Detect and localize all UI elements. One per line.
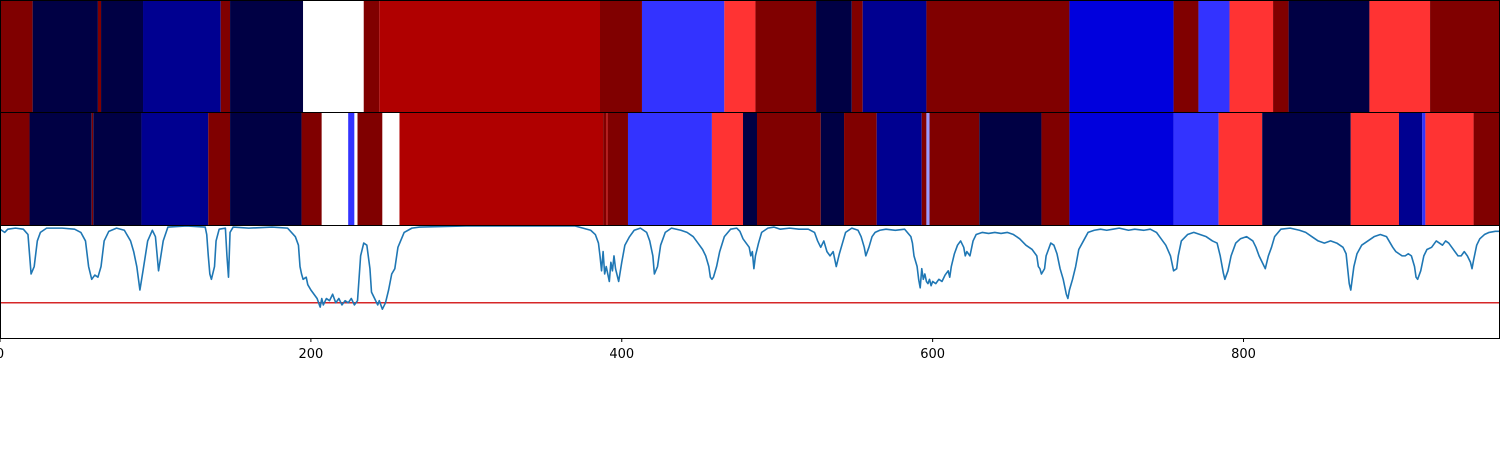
heatmap-top-segment-6 <box>230 1 304 112</box>
heatmap-middle-segment-28 <box>1041 113 1070 225</box>
heatmap-top-segment-12 <box>724 1 756 112</box>
x-tick-label-0: 0 <box>0 347 4 362</box>
heatmap-middle-segment-16 <box>607 113 628 225</box>
heatmap-middle-segment-26 <box>929 113 980 225</box>
heatmap-top-segment-14 <box>816 1 852 112</box>
heatmap-middle-segment-35 <box>1422 113 1426 225</box>
x-axis: 0 200 400 600 800 <box>0 338 1256 362</box>
heatmap-middle-segment-1 <box>29 113 92 225</box>
heatmap-middle-segment-25 <box>926 113 930 225</box>
heatmap-middle-segment-29 <box>1069 113 1174 225</box>
heatmap-middle-segment-15 <box>606 113 608 225</box>
heatmap-middle-segment-22 <box>844 113 877 225</box>
heatmap-top-segment-15 <box>851 1 863 112</box>
x-tick-label-400: 400 <box>609 347 634 362</box>
heatmap-top-segment-16 <box>862 1 927 112</box>
heatmap-middle-segment-6 <box>230 113 302 225</box>
heatmap-middle-segment-30 <box>1173 113 1219 225</box>
heatmap-top-segment-18 <box>1069 1 1174 112</box>
heatmap-middle-segment-3 <box>93 113 142 225</box>
x-tick-label-600: 600 <box>920 347 945 362</box>
heatmap-middle-segment-0 <box>0 113 30 225</box>
line-plot-panel <box>0 225 1500 338</box>
heatmap-top-segment-20 <box>1198 1 1230 112</box>
x-axis-ticks: 0 200 400 600 800 <box>0 338 1256 362</box>
heatmap-top-segment-24 <box>1369 1 1431 112</box>
heatmap-middle-segment-13 <box>399 113 604 225</box>
heatmap-top-segment-2 <box>97 1 102 112</box>
heatmap-top-segment-7 <box>303 1 364 112</box>
heatmap-middle-segment-14 <box>603 113 607 225</box>
x-tick-label-800: 800 <box>1231 347 1256 362</box>
heatmap-middle-segment-32 <box>1262 113 1351 225</box>
heatmap-top-segment-4 <box>143 1 221 112</box>
heatmap-middle-segment-19 <box>743 113 757 225</box>
heatmap-middle-segment-17 <box>627 113 712 225</box>
heatmap-middle-segment-20 <box>756 113 821 225</box>
heatmap-middle-segment-12 <box>382 113 400 225</box>
heatmap-top-segment-8 <box>363 1 380 112</box>
heatmap-middle-segment-18 <box>711 113 744 225</box>
series-line <box>0 225 1500 311</box>
heatmap-middle-segment-7 <box>301 113 322 225</box>
heatmap-middle-segment-21 <box>820 113 845 225</box>
heatmap-top-segment-17 <box>926 1 1070 112</box>
heatmap-middle-segment-34 <box>1398 113 1423 225</box>
heatmap-middle-segment-8 <box>321 113 349 225</box>
heatmap-middle-segment-37 <box>1473 113 1500 225</box>
heatmap-middle-segment-24 <box>921 113 927 225</box>
heatmap-middle-segment-33 <box>1350 113 1399 225</box>
heatmap-middle-segment-10 <box>354 113 358 225</box>
line-plot-background <box>0 226 1500 338</box>
heatmap-middle-segment-27 <box>979 113 1042 225</box>
heatmap-middle-row <box>0 113 1500 225</box>
heatmap-middle-segment-36 <box>1425 113 1474 225</box>
heatmap-top-segment-0 <box>0 1 33 112</box>
heatmap-top-segment-13 <box>755 1 817 112</box>
heatmap-top-segment-21 <box>1229 1 1274 112</box>
heatmap-middle-segment-31 <box>1218 113 1263 225</box>
heatmap-top-segment-9 <box>379 1 600 112</box>
heatmap-middle-segment-23 <box>876 113 922 225</box>
heatmap-top-segment-10 <box>600 1 642 112</box>
heatmap-top-segment-11 <box>641 1 725 112</box>
heatmap-top-row <box>0 1 1500 112</box>
heatmap-middle-segment-4 <box>141 113 209 225</box>
heatmap-top-segment-19 <box>1173 1 1199 112</box>
heatmap-top-segment-23 <box>1288 1 1370 112</box>
heatmap-top-segment-3 <box>101 1 144 112</box>
heatmap-middle-segment-9 <box>348 113 355 225</box>
heatmap-middle-segment-2 <box>91 113 94 225</box>
heatmap-top-segment-22 <box>1273 1 1289 112</box>
heatmap-top-segment-25 <box>1430 1 1500 112</box>
heatmap-middle-segment-11 <box>357 113 383 225</box>
x-tick-label-200: 200 <box>298 347 323 362</box>
heatmap-top-segment-5 <box>220 1 231 112</box>
heatmap-top-segment-1 <box>32 1 98 112</box>
heatmap-middle-segment-5 <box>208 113 231 225</box>
